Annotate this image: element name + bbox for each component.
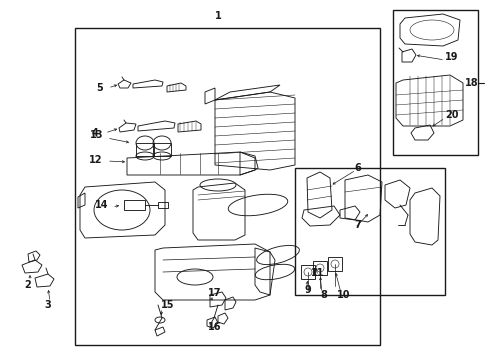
Text: 18: 18 [464,78,478,88]
Text: 20: 20 [445,110,458,120]
Text: 3: 3 [44,300,51,310]
Bar [124,200,145,210]
Text: 11: 11 [311,268,324,278]
Bar [301,265,314,279]
Bar [392,10,477,155]
Text: 16: 16 [208,322,221,332]
Bar [312,261,326,275]
Text: 4: 4 [91,128,98,138]
Text: 1: 1 [214,11,221,21]
Text: 17: 17 [208,288,221,298]
Text: 2: 2 [24,280,31,290]
Text: 12: 12 [89,155,102,165]
Bar [294,168,444,295]
Text: 10: 10 [337,290,350,300]
Bar [136,143,154,156]
Bar [327,257,341,271]
Text: 8: 8 [320,290,327,300]
Text: 7: 7 [354,220,361,230]
Text: 6: 6 [354,163,361,173]
Text: 14: 14 [95,200,108,210]
Text: 19: 19 [445,52,458,62]
Text: 5: 5 [97,83,103,93]
Text: 15: 15 [161,300,174,310]
Text: 13: 13 [90,130,103,140]
Bar [75,28,379,345]
Bar [158,202,168,208]
Text: 9: 9 [304,285,311,295]
Bar [153,143,171,156]
